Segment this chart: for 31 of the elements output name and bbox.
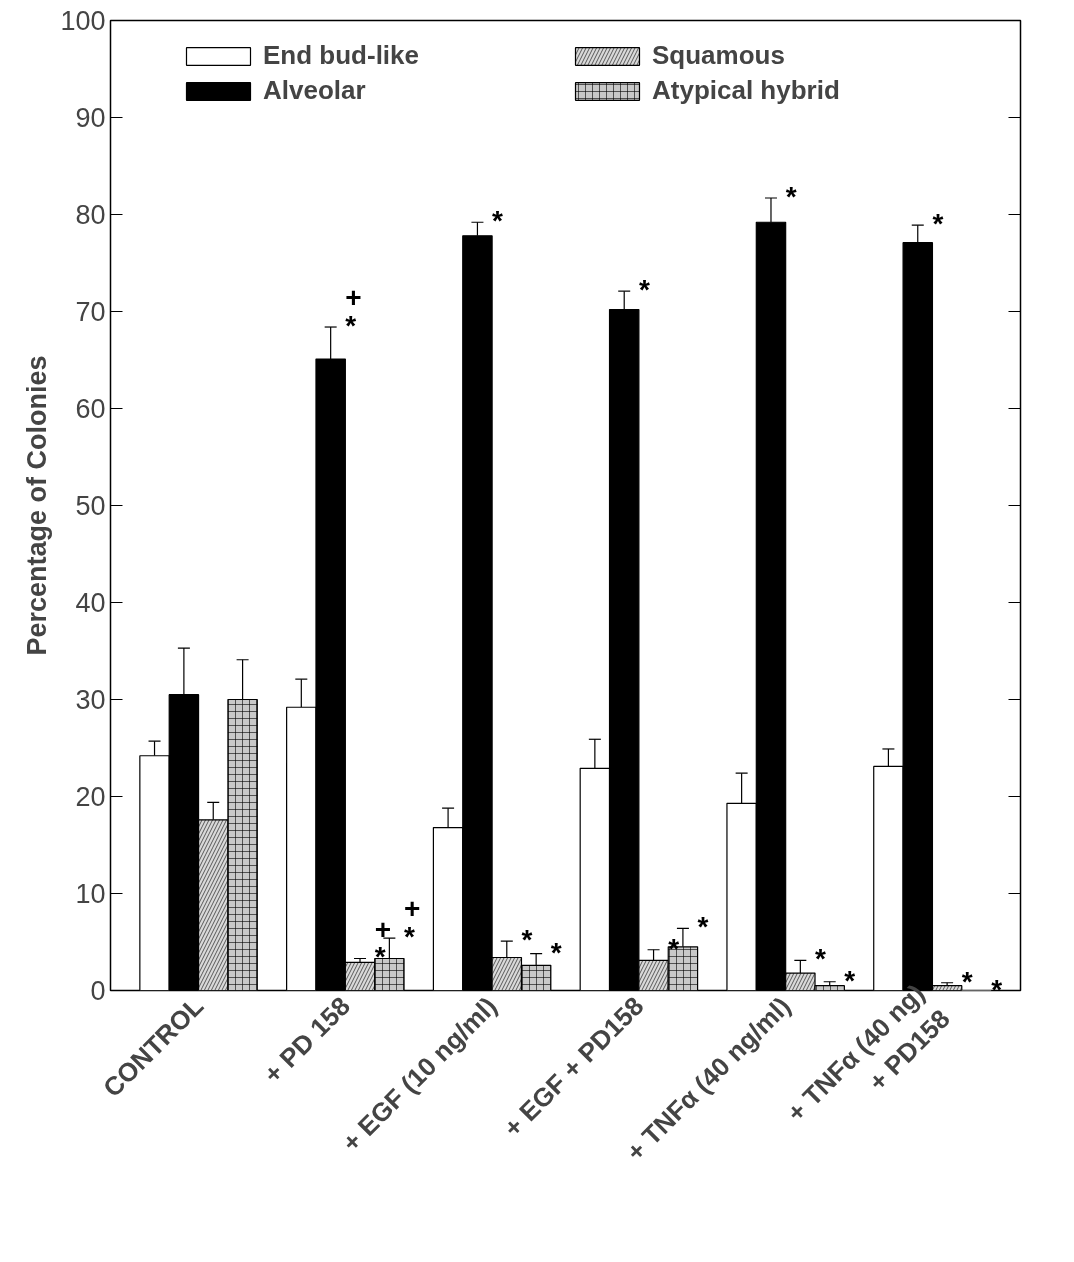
data-label: * xyxy=(697,911,709,943)
y-tick-label: 80 xyxy=(75,200,106,230)
y-tick-label: 10 xyxy=(75,879,106,909)
data-label: * xyxy=(785,181,797,213)
data-label: * xyxy=(638,274,650,306)
y-tick-label: 30 xyxy=(75,685,106,715)
data-label: * xyxy=(521,924,533,956)
y-tick-label: 60 xyxy=(75,394,106,424)
y-tick-label: 90 xyxy=(75,103,106,133)
x-tick-label: + PD 158 xyxy=(257,990,356,1090)
data-label: + * xyxy=(345,282,362,342)
legend-label: Squamous xyxy=(652,40,786,71)
data-label: * xyxy=(550,936,562,968)
y-tick-label: 40 xyxy=(75,588,106,618)
y-axis-title: Percentage of Colonies xyxy=(22,355,53,656)
data-label: + * xyxy=(374,913,392,973)
data-label: + * xyxy=(404,893,421,953)
data-label: * xyxy=(844,964,856,996)
y-tick-label: 0 xyxy=(90,976,106,1006)
data-label: * xyxy=(961,965,973,997)
data-label: * xyxy=(492,205,504,237)
y-tick-label: 70 xyxy=(75,297,106,327)
y-tick-label: 50 xyxy=(75,491,106,521)
data-label: * xyxy=(991,973,1003,1005)
data-label: * xyxy=(815,943,827,975)
legend-label: Alveolar xyxy=(263,75,367,106)
legend-label: End bud-like xyxy=(263,40,420,71)
y-tick-label: 20 xyxy=(75,782,106,812)
legend-label: Atypical hybrid xyxy=(652,75,841,106)
y-tick-label: 100 xyxy=(60,6,106,36)
data-label: * xyxy=(932,208,944,240)
